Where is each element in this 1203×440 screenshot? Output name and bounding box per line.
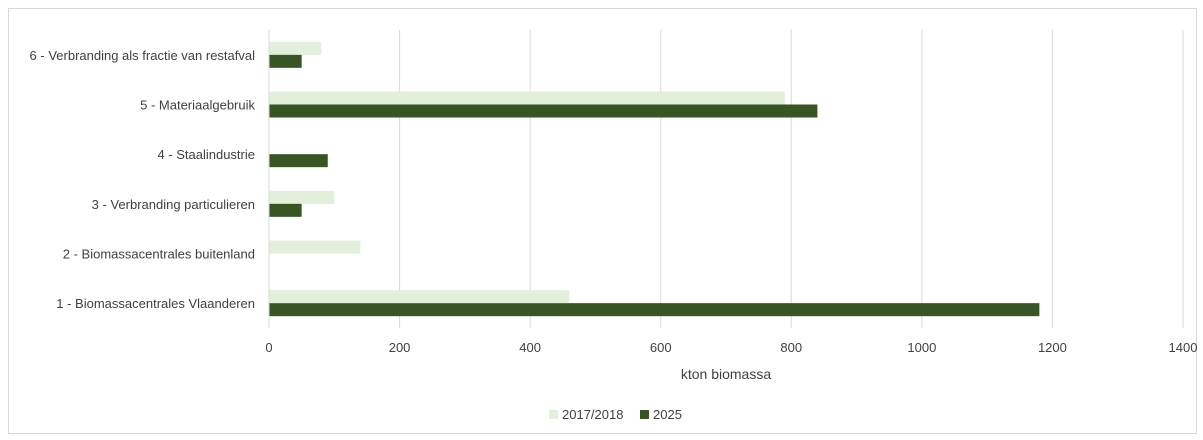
category-labels: 1 - Biomassacentrales Vlaanderen 2 - Biom… <box>30 48 256 311</box>
x-tick-label: 0 <box>265 340 272 355</box>
bar-2017-2018-2 <box>269 240 361 254</box>
category-label: 6 - Verbranding als fractie van restafva… <box>30 48 256 63</box>
legend-label: 2025 <box>653 407 682 422</box>
gridlines <box>268 30 1184 328</box>
bars <box>268 30 1040 328</box>
bar-2025-6 <box>269 54 302 68</box>
bar-2017-2018-5 <box>269 91 785 105</box>
x-tick-label: 600 <box>650 340 672 355</box>
legend-swatch <box>640 410 649 419</box>
x-tick-labels: 0 200 400 600 800 1000 1200 1400 <box>265 340 1197 355</box>
legend-swatch <box>549 410 558 419</box>
category-label: 4 - Staalindustrie <box>157 147 255 162</box>
x-tick-label: 200 <box>389 340 411 355</box>
x-axis-title: kton biomassa <box>681 366 771 382</box>
category-label: 5 - Materiaalgebruik <box>140 98 255 113</box>
category-label: 3 - Verbranding particulieren <box>92 197 255 212</box>
bar-2025-1 <box>269 303 1040 317</box>
category-label: 2 - Biomassacentrales buitenland <box>63 247 255 262</box>
legend: 2017/2018 2025 <box>549 407 682 422</box>
x-tick-label: 1000 <box>907 340 936 355</box>
bar-2025-5 <box>269 104 818 118</box>
x-tick-label: 400 <box>519 340 541 355</box>
bar-2017-2018-1 <box>269 290 570 304</box>
category-label: 1 - Biomassacentrales Vlaanderen <box>56 296 255 311</box>
bar-2025-4 <box>269 154 328 168</box>
x-tick-label: 1200 <box>1038 340 1067 355</box>
chart-border <box>8 8 1197 434</box>
bar-2017-2018-6 <box>269 41 322 55</box>
bar-2025-3 <box>269 203 302 217</box>
x-tick-label: 800 <box>780 340 802 355</box>
bar-2017-2018-3 <box>269 190 335 204</box>
legend-label: 2017/2018 <box>562 407 623 422</box>
x-tick-label: 1400 <box>1169 340 1198 355</box>
